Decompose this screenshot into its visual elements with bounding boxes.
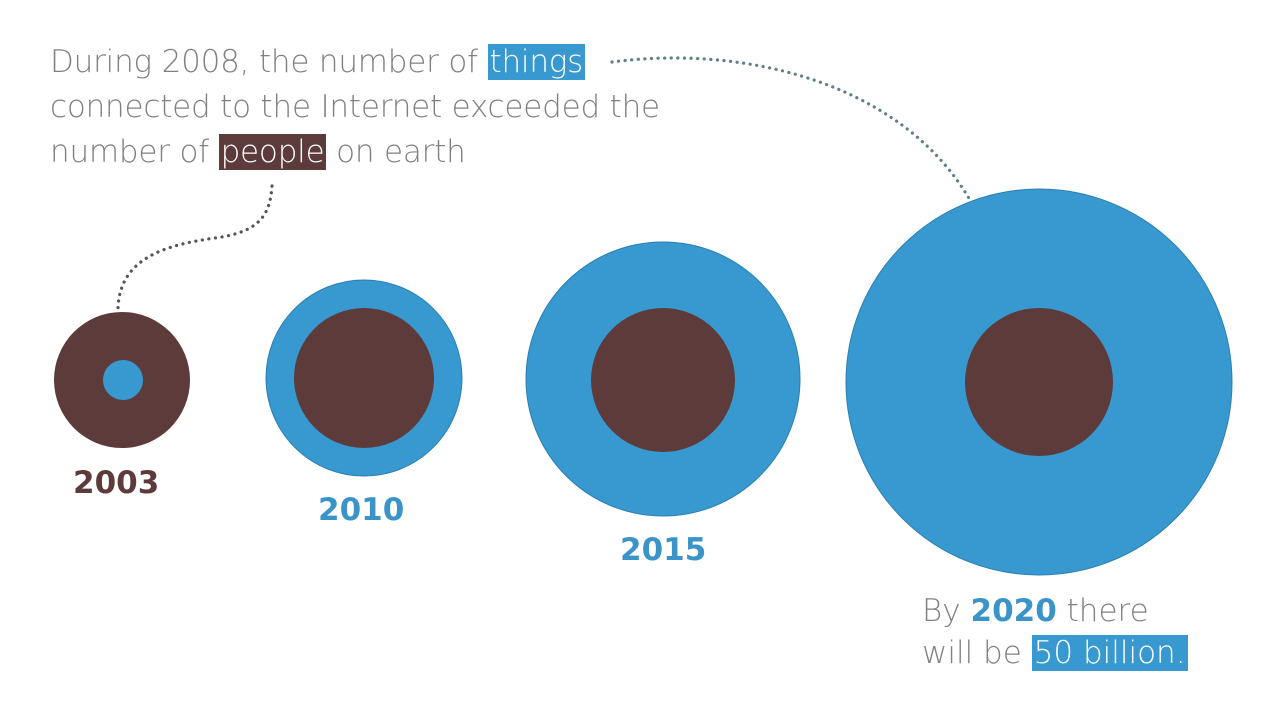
headline-text: number of [50,134,219,170]
headline-line-3: number of people on earth [50,130,750,175]
things-highlight: things [487,44,586,80]
headline-text: on earth [326,134,466,170]
footer-year: 2020 [970,593,1057,629]
connector-things-2020 [610,56,972,202]
headline-line-2: connected to the Internet exceeded the [50,89,660,125]
footer-note: By 2020 there will be 50 billion. [922,590,1252,674]
circle-2003-inner [103,360,143,400]
circle-2010-inner [294,308,434,448]
year-label-2010: 2010 [318,492,405,528]
year-label-2015: 2015 [620,532,707,568]
footer-line-1: By 2020 there [922,590,1252,632]
headline-text: During 2008, the number of [50,44,488,80]
people-highlight: people [218,134,327,170]
footer-text: will be [922,635,1032,671]
connector-people-2003 [116,184,274,310]
footer-line-2: will be 50 billion. [922,632,1252,674]
footer-text: By [922,593,971,629]
headline-line-1: During 2008, the number of things [50,40,750,85]
circle-2015-inner [591,308,735,452]
circle-2020-inner [965,308,1113,456]
count-highlight: 50 billion. [1031,635,1188,671]
footer-text: there [1056,593,1149,629]
year-label-2003: 2003 [73,465,160,501]
headline: During 2008, the number of things connec… [50,40,750,175]
